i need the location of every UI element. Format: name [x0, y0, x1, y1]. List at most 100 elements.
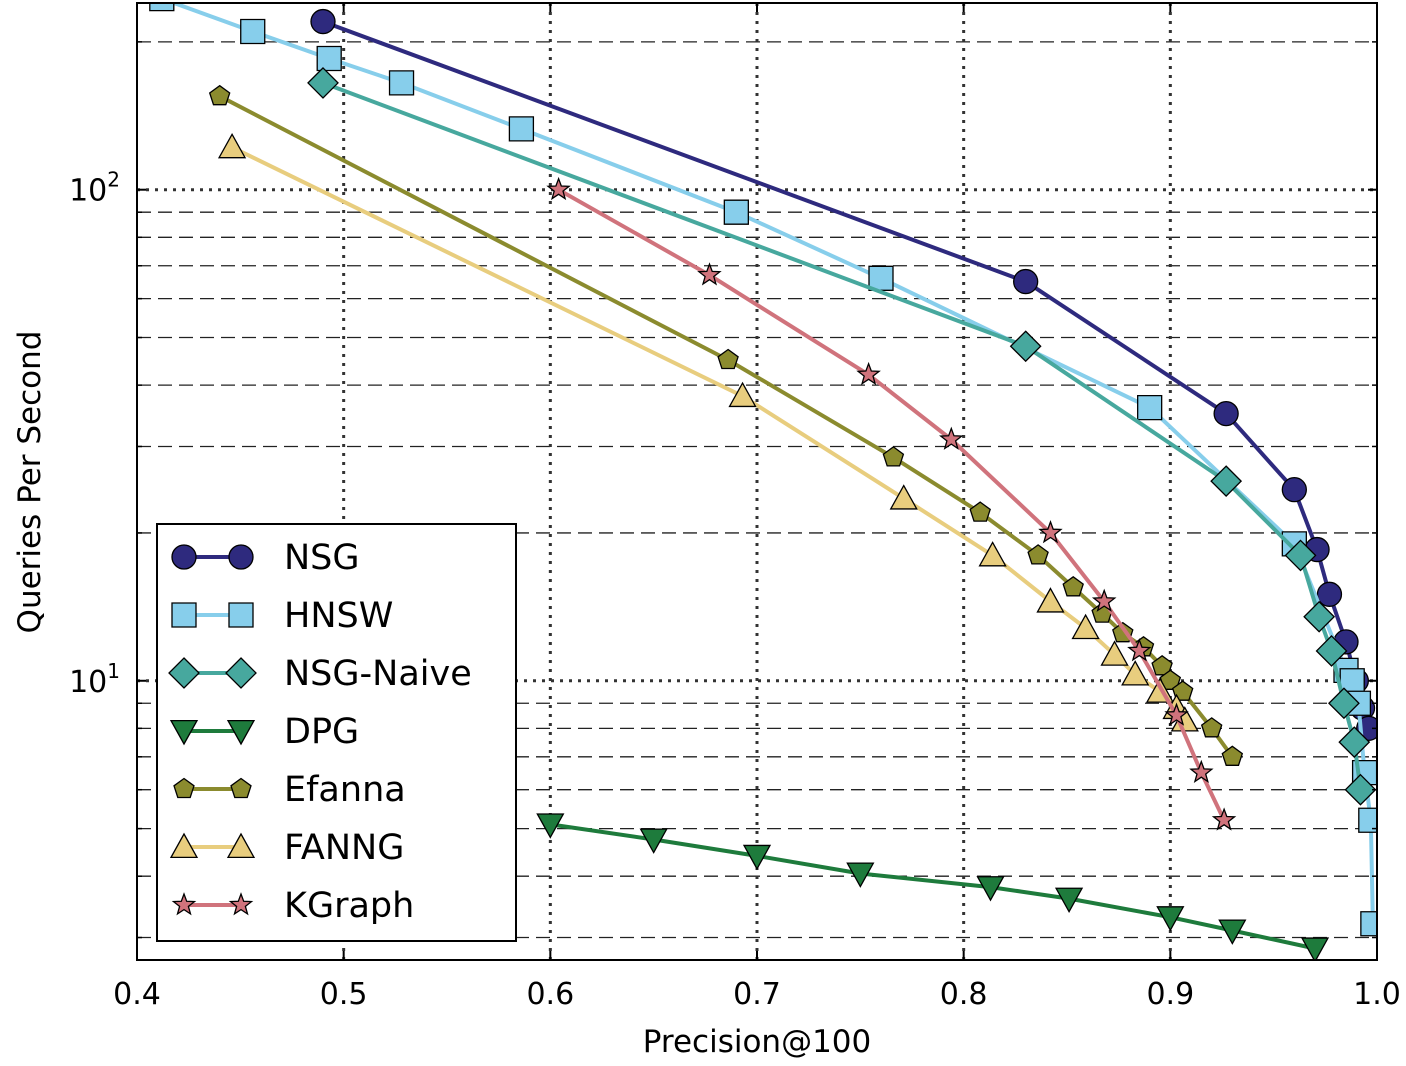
- x-tick-label: 1.0: [1353, 977, 1401, 1012]
- legend-marker: [173, 777, 195, 799]
- data-point-fanng: [1121, 660, 1150, 686]
- legend-marker: [230, 777, 252, 799]
- legend-marker: [168, 657, 200, 689]
- data-point-efanna: [882, 446, 905, 467]
- data-point-nsg: [1213, 400, 1239, 427]
- x-tick-label: 0.5: [320, 977, 368, 1012]
- series-line-kgraph: [557, 187, 1226, 822]
- x-tick-label: 0.4: [113, 977, 161, 1012]
- series-dpg: [536, 813, 1330, 960]
- legend-marker: [171, 544, 197, 570]
- data-point-nsg-naive: [1284, 539, 1317, 572]
- data-point-hnsw: [240, 18, 266, 45]
- data-point-dpg: [1156, 906, 1185, 932]
- data-point-kgraph: [1211, 807, 1237, 831]
- data-point-nsg-naive: [1315, 635, 1348, 667]
- data-point-dpg: [536, 813, 565, 839]
- data-point-kgraph: [856, 361, 881, 386]
- data-point-fanng: [978, 541, 1007, 567]
- data-point-nsg-naive: [1303, 600, 1336, 633]
- grid: [137, 3, 1377, 960]
- data-point-dpg: [1218, 919, 1247, 945]
- legend-marker: [228, 892, 254, 916]
- legend-entry-hnsw: HNSW: [171, 596, 393, 636]
- data-point-fanng: [728, 381, 757, 408]
- data-point-fanng: [1100, 640, 1129, 666]
- data-point-efanna: [1151, 654, 1173, 676]
- legend-marker: [171, 602, 197, 628]
- data-point-dpg: [846, 862, 875, 888]
- data-point-efanna: [1200, 717, 1223, 738]
- data-point-nsg-naive: [1009, 330, 1042, 363]
- data-point-kgraph: [1127, 638, 1152, 662]
- data-point-dpg: [1054, 887, 1084, 913]
- legend-marker: [171, 892, 197, 916]
- legend-label: Efanna: [284, 770, 406, 810]
- legend: NSG HNSW NSG-Naive DPG Efanna FANNG KGraph: [156, 523, 517, 942]
- data-point-kgraph: [939, 426, 964, 450]
- legend-entry-efanna: Efanna: [173, 770, 406, 810]
- legend-label: KGraph: [284, 886, 414, 926]
- series-kgraph: [546, 176, 1237, 831]
- legend-entry-nsg: NSG: [171, 538, 360, 578]
- legend-label: FANNG: [284, 828, 404, 868]
- data-point-kgraph: [546, 176, 571, 201]
- data-point-dpg: [976, 876, 1005, 902]
- data-point-efanna: [717, 348, 739, 370]
- legend-marker: [226, 832, 256, 859]
- data-point-nsg-naive: [307, 66, 339, 99]
- data-point-fanng: [1071, 613, 1100, 640]
- data-point-efanna: [1159, 669, 1182, 690]
- data-point-dpg: [742, 844, 772, 871]
- y-axis-label: Queries Per Second: [12, 331, 48, 634]
- data-point-efanna: [1062, 575, 1084, 597]
- data-point-nsg: [310, 8, 336, 35]
- legend-marker: [169, 832, 199, 859]
- data-point-dpg: [1300, 937, 1330, 960]
- x-tick-label: 0.8: [940, 977, 988, 1012]
- data-point-hnsw: [149, 3, 175, 12]
- data-point-fanng: [889, 484, 918, 510]
- data-point-nsg-naive: [1338, 726, 1371, 759]
- data-point-efanna: [1221, 745, 1244, 766]
- legend-label: DPG: [284, 712, 359, 752]
- x-tick-label: 0.9: [1146, 977, 1194, 1012]
- x-axis-label: Precision@100: [643, 1024, 872, 1060]
- data-point-kgraph: [1189, 759, 1214, 784]
- legend-label: HNSW: [284, 596, 393, 636]
- legend-marker: [228, 602, 254, 628]
- data-point-hnsw: [388, 70, 415, 96]
- data-point-kgraph: [1164, 702, 1189, 726]
- data-point-efanna: [208, 84, 231, 106]
- x-tick-label: 0.6: [526, 977, 574, 1012]
- legend-entry-kgraph: KGraph: [171, 886, 414, 926]
- data-point-efanna: [1027, 544, 1049, 565]
- data-point-kgraph: [1091, 588, 1117, 612]
- legend-marker: [226, 719, 256, 746]
- y-tick-label: 102: [69, 168, 120, 209]
- series-group: [149, 3, 1377, 960]
- data-point-kgraph: [697, 262, 722, 286]
- data-point-hnsw: [508, 116, 535, 142]
- data-point-nsg-naive: [1328, 687, 1360, 720]
- data-point-hnsw: [1360, 911, 1377, 937]
- data-point-dpg: [639, 828, 668, 854]
- y-tick-label: 101: [69, 659, 120, 700]
- data-point-nsg-naive: [1344, 773, 1377, 806]
- x-tick-label: 0.7: [733, 977, 781, 1012]
- data-point-nsg: [1316, 581, 1343, 607]
- legend-label: NSG: [284, 538, 360, 578]
- data-point-fanng: [217, 132, 247, 159]
- legend-entry-nsg-naive: NSG-Naive: [168, 654, 472, 694]
- data-point-kgraph: [1038, 520, 1063, 544]
- data-point-efanna: [1171, 680, 1194, 701]
- legend-label: NSG-Naive: [284, 654, 472, 694]
- data-point-hnsw: [1358, 807, 1377, 833]
- data-point-nsg-naive: [1210, 465, 1243, 498]
- legend-entry-fanng: FANNG: [169, 828, 404, 868]
- data-point-nsg: [1281, 477, 1307, 503]
- data-point-hnsw: [723, 199, 749, 225]
- legend-marker: [169, 719, 199, 746]
- legend-entry-dpg: DPG: [169, 712, 359, 752]
